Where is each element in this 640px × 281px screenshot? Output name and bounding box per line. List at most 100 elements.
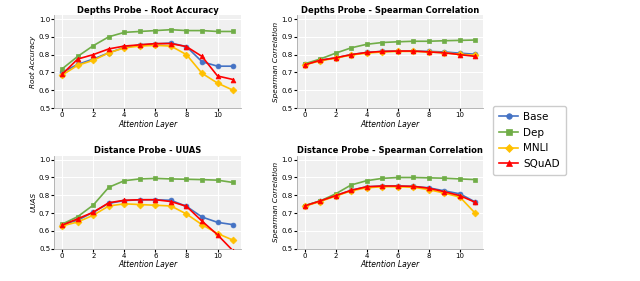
SQuAD [378,50,386,53]
MNLI [301,205,308,208]
SQuAD [136,198,144,201]
Dep [167,177,175,181]
SQuAD [167,200,175,203]
SQuAD [229,78,237,81]
SQuAD [472,201,479,204]
Base [363,185,371,189]
Base [229,223,237,226]
SQuAD [74,57,81,61]
X-axis label: Attention Layer: Attention Layer [118,260,177,269]
Dep [152,177,159,180]
Dep [363,179,371,182]
MNLI [105,204,113,208]
X-axis label: Attention Layer: Attention Layer [360,260,420,269]
Base [167,41,175,45]
Dep [167,28,175,31]
Line: SQuAD: SQuAD [302,183,478,209]
MNLI [332,194,339,198]
Base [440,50,448,54]
SQuAD [214,74,221,78]
Dep [198,178,206,181]
MNLI [378,185,386,189]
MNLI [394,185,401,189]
Base [58,71,66,74]
MNLI [90,59,97,62]
Base [456,192,464,196]
Dep [120,179,128,182]
MNLI [152,44,159,47]
SQuAD [229,249,237,253]
SQuAD [378,184,386,188]
Dep [214,178,221,182]
Base [332,194,339,197]
MNLI [120,202,128,205]
Dep [90,203,97,207]
Y-axis label: Root Accuracy: Root Accuracy [30,36,36,88]
Dep [229,30,237,33]
Dep [58,67,66,71]
SQuAD [332,56,339,60]
Dep [316,57,324,61]
Base [214,65,221,68]
Dep [440,176,448,180]
MNLI [456,195,464,199]
SQuAD [152,198,159,201]
MNLI [198,223,206,226]
MNLI [456,53,464,56]
MNLI [440,191,448,195]
SQuAD [316,199,324,203]
Dep [58,223,66,226]
SQuAD [363,51,371,54]
Base [378,50,386,53]
Base [214,221,221,224]
Line: MNLI: MNLI [302,184,478,216]
Dep [90,44,97,47]
SQuAD [74,217,81,221]
Line: Dep: Dep [302,38,478,66]
MNLI [363,186,371,189]
SQuAD [301,63,308,67]
Base [136,43,144,47]
Line: MNLI: MNLI [60,43,236,93]
Base [74,63,81,66]
Base [363,51,371,54]
Title: Depths Probe - Root Accuracy: Depths Probe - Root Accuracy [77,6,218,15]
Dep [74,215,81,218]
Dep [363,43,371,46]
MNLI [214,81,221,85]
Base [136,198,144,201]
Base [182,45,190,48]
SQuAD [316,59,324,62]
MNLI [410,185,417,189]
MNLI [136,44,144,48]
Dep [348,46,355,49]
Dep [472,38,479,42]
Dep [348,183,355,187]
Base [152,42,159,46]
Dep [105,185,113,189]
MNLI [229,89,237,92]
MNLI [394,50,401,53]
Base [74,219,81,222]
X-axis label: Attention Layer: Attention Layer [118,119,177,129]
MNLI [74,220,81,224]
MNLI [229,239,237,242]
Line: MNLI: MNLI [60,201,236,243]
MNLI [425,188,433,191]
Base [198,60,206,64]
SQuAD [167,42,175,45]
MNLI [120,46,128,49]
Dep [425,176,433,180]
MNLI [348,53,355,57]
SQuAD [425,187,433,190]
MNLI [74,64,81,67]
Base [410,49,417,53]
Line: Dep: Dep [302,175,478,208]
MNLI [472,212,479,215]
MNLI [182,212,190,216]
Dep [410,40,417,43]
Y-axis label: Spearman Correlation: Spearman Correlation [273,162,278,243]
Line: Dep: Dep [60,27,236,71]
Y-axis label: UUAS: UUAS [30,192,36,212]
MNLI [301,63,308,67]
